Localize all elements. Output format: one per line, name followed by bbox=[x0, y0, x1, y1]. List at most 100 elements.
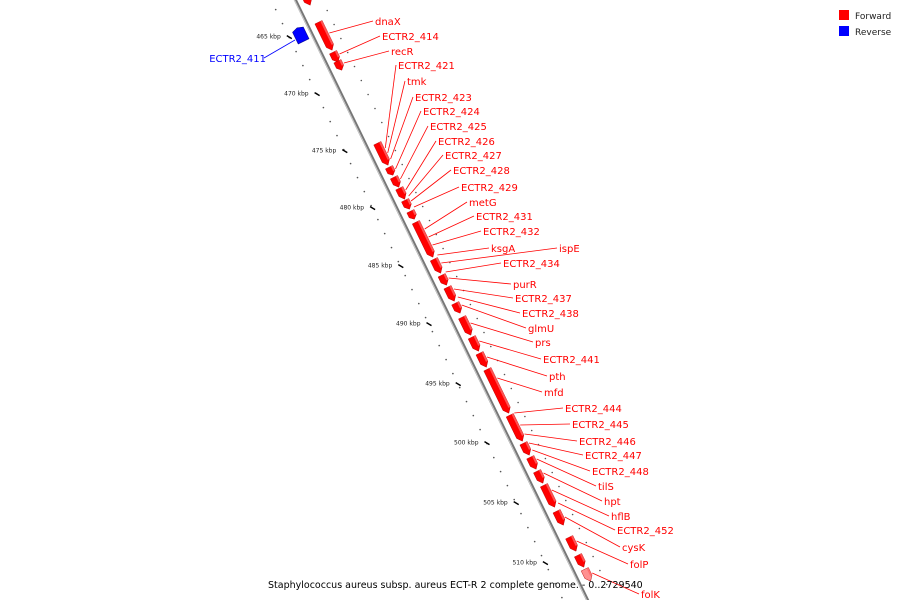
gene-label[interactable]: cysK bbox=[622, 543, 646, 554]
gene-label[interactable]: ECTR2_444 bbox=[565, 404, 622, 415]
track-dot bbox=[411, 288, 413, 291]
track-dot bbox=[356, 176, 359, 179]
leader-line bbox=[532, 449, 591, 472]
track-dot bbox=[336, 134, 338, 137]
track-dot bbox=[503, 373, 506, 376]
track-dot bbox=[363, 190, 366, 193]
leader-line bbox=[413, 186, 460, 208]
gene-label[interactable]: ECTR2_427 bbox=[445, 151, 502, 162]
gene-label[interactable]: pth bbox=[549, 372, 566, 383]
track-dot bbox=[374, 107, 376, 110]
gene-label[interactable]: dnaX bbox=[375, 17, 401, 28]
gene-label[interactable]: ECTR2_411 bbox=[209, 54, 266, 65]
gene-arrow bbox=[483, 367, 511, 414]
leader-line bbox=[432, 230, 482, 246]
gene-label[interactable]: ECTR2_428 bbox=[453, 166, 510, 177]
gene-label[interactable]: ECTR2_434 bbox=[503, 259, 560, 270]
tick-mark bbox=[314, 91, 320, 97]
leader-line bbox=[384, 64, 397, 149]
legend-reverse-swatch bbox=[839, 26, 849, 36]
track-dot bbox=[370, 204, 372, 207]
gene-label[interactable]: folP bbox=[630, 560, 648, 571]
track-dot bbox=[476, 317, 479, 320]
gene-label[interactable]: ispE bbox=[559, 244, 580, 255]
gene-label[interactable]: recR bbox=[391, 47, 414, 58]
gene-label[interactable]: prs bbox=[535, 338, 551, 349]
gene-label[interactable]: hflB bbox=[611, 512, 631, 523]
gene-arrow bbox=[580, 567, 593, 582]
leader-line bbox=[405, 140, 437, 191]
gene-label[interactable]: ECTR2_425 bbox=[430, 122, 487, 133]
leader-line bbox=[424, 201, 468, 230]
gene-label[interactable]: ECTR2_445 bbox=[572, 420, 629, 431]
gene-label[interactable]: ECTR2_424 bbox=[423, 107, 480, 118]
gene-arrow bbox=[574, 553, 586, 568]
gene-label[interactable]: hpt bbox=[604, 497, 621, 508]
gene-label[interactable]: ECTR2_446 bbox=[579, 437, 636, 448]
track-dot bbox=[438, 344, 441, 347]
tick-label: 510 kbp bbox=[512, 560, 537, 567]
track-dot bbox=[428, 219, 431, 222]
genome-backbone bbox=[293, 0, 590, 600]
tick-mark bbox=[397, 263, 404, 269]
track-dot bbox=[490, 345, 492, 348]
tick-mark bbox=[426, 321, 432, 327]
track-dot bbox=[493, 456, 495, 459]
gene-label[interactable]: mfd bbox=[544, 388, 564, 399]
gene-arrow bbox=[299, 0, 312, 6]
leader-line bbox=[486, 356, 548, 377]
gene-label[interactable]: ECTR2_426 bbox=[438, 137, 495, 148]
gene-label[interactable]: ECTR2_452 bbox=[617, 526, 674, 537]
gene-label[interactable]: ECTR2_438 bbox=[522, 309, 579, 320]
gene-arrow bbox=[467, 335, 481, 352]
track-dot bbox=[551, 471, 553, 474]
gene-label[interactable]: ECTR2_437 bbox=[515, 294, 572, 305]
gene-label[interactable]: ECTR2_414 bbox=[382, 32, 439, 43]
gene-label[interactable]: ECTR2_421 bbox=[398, 61, 455, 72]
gene-label[interactable]: ECTR2_429 bbox=[461, 183, 518, 194]
track-dot bbox=[394, 149, 397, 152]
gene-label[interactable]: tmk bbox=[407, 77, 427, 88]
track-dot bbox=[533, 540, 536, 543]
gene-label[interactable]: glmU bbox=[528, 324, 554, 335]
gene-label[interactable]: ECTR2_423 bbox=[415, 93, 472, 104]
gene-arrow bbox=[314, 20, 334, 51]
leader-line bbox=[470, 322, 534, 343]
leader-line bbox=[445, 262, 502, 273]
leader-line bbox=[428, 215, 475, 238]
gene-label[interactable]: folK bbox=[641, 590, 660, 600]
track-dot bbox=[483, 331, 485, 334]
gene-arrow-reverse bbox=[292, 26, 310, 45]
gene-label[interactable]: ECTR2_448 bbox=[592, 467, 649, 478]
gene-label[interactable]: tilS bbox=[598, 482, 614, 493]
track-dot bbox=[585, 541, 588, 544]
track-dot bbox=[605, 583, 608, 586]
track-dot bbox=[578, 527, 581, 530]
gene-label[interactable]: purR bbox=[513, 280, 537, 291]
gene-arrow bbox=[475, 351, 489, 368]
track-dot bbox=[295, 50, 297, 53]
gene-label[interactable]: ECTR2_432 bbox=[483, 227, 540, 238]
leader-line bbox=[520, 423, 571, 426]
gene-label[interactable]: ECTR2_441 bbox=[543, 355, 600, 366]
track-dot bbox=[599, 569, 601, 572]
leader-line bbox=[592, 572, 640, 595]
gene-arrow bbox=[329, 50, 340, 63]
leader-line bbox=[441, 247, 558, 264]
leader-line bbox=[461, 304, 527, 329]
track-dot bbox=[404, 274, 407, 277]
track-dot bbox=[421, 205, 424, 208]
track-dot bbox=[442, 247, 444, 250]
track-dot bbox=[340, 37, 342, 40]
gene-arrow bbox=[451, 301, 462, 314]
gene-label[interactable]: ksgA bbox=[491, 244, 515, 255]
gene-label[interactable]: ECTR2_431 bbox=[476, 212, 533, 223]
track-dot bbox=[302, 64, 304, 67]
tick-mark bbox=[341, 148, 348, 154]
gene-label[interactable]: metG bbox=[469, 198, 497, 209]
tick-mark bbox=[369, 205, 376, 211]
gene-label[interactable]: ECTR2_447 bbox=[585, 451, 642, 462]
gene-features bbox=[292, 0, 593, 582]
legend-forward-swatch bbox=[839, 10, 849, 20]
